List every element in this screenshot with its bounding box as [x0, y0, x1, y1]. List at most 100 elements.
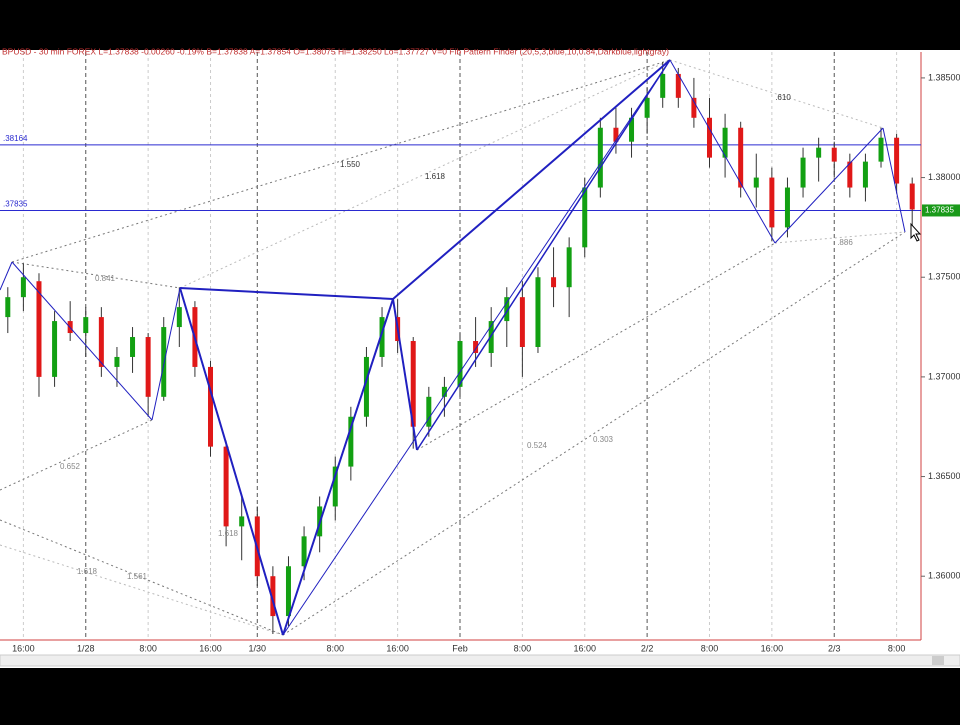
pattern-leg	[0, 261, 13, 291]
candle-body	[847, 161, 853, 188]
pattern-leg	[282, 298, 394, 636]
x-tick-label: 2/2	[641, 643, 654, 653]
candle-body	[691, 97, 697, 118]
x-tick-label: 8:00	[139, 643, 157, 653]
candle-body	[441, 386, 447, 397]
y-tick-label: 1.38500	[928, 72, 960, 82]
chart-panel	[0, 50, 960, 668]
scrollbar[interactable]	[0, 654, 960, 667]
candle-body	[660, 73, 666, 98]
candle-body	[878, 137, 884, 162]
candle-body	[332, 466, 338, 507]
candle-body	[706, 117, 712, 158]
dotted-line	[416, 242, 776, 451]
candle-body	[98, 317, 104, 367]
dotted-line	[282, 231, 906, 636]
candle-body	[285, 566, 291, 617]
y-tick-label: 1.38000	[928, 172, 960, 182]
x-tick-label: 8:00	[326, 643, 344, 653]
ratio-label: .886	[837, 238, 853, 247]
candle-body	[426, 396, 432, 427]
y-tick-label: 1.37500	[928, 272, 960, 282]
ratio-label: 1.618	[77, 567, 98, 576]
candle-body	[800, 157, 806, 188]
level-label: .37835	[3, 200, 28, 209]
pattern-leg	[11, 261, 153, 421]
chart-header: BPUSD - 30 min FOREX L=1.37838 -0.00260 …	[2, 46, 669, 56]
candle-body	[270, 576, 276, 617]
x-tick-label: 16:00	[573, 643, 596, 653]
ratio-label: 1.561	[127, 572, 148, 581]
level-label: .38164	[3, 134, 28, 143]
candle-body	[613, 127, 619, 142]
pattern-leg	[151, 287, 181, 421]
dotted-line	[179, 59, 671, 289]
candle-body	[582, 187, 588, 248]
candle-body	[675, 73, 681, 98]
candle-body	[363, 356, 369, 417]
candle-body	[457, 341, 463, 387]
candle-body	[862, 161, 868, 188]
candle-body	[784, 187, 790, 228]
pattern-leg	[179, 287, 394, 300]
candle-body	[130, 337, 136, 357]
mouse-cursor	[910, 222, 922, 242]
candle-body	[551, 277, 557, 288]
x-tick-label: 16:00	[386, 643, 409, 653]
pattern-leg	[392, 59, 671, 300]
candle-body	[410, 341, 416, 427]
candle-body	[114, 356, 120, 367]
x-tick-label: Feb	[452, 643, 468, 653]
x-tick-label: 8:00	[514, 643, 532, 653]
pattern-leg	[774, 127, 884, 244]
y-tick-label: 1.37000	[928, 371, 960, 381]
candle-body	[52, 321, 58, 377]
candle-body	[831, 147, 837, 162]
candle-body	[535, 277, 541, 347]
dotted-line	[0, 519, 284, 636]
candle-body	[145, 337, 151, 397]
candle-body	[83, 317, 89, 334]
candle-body	[223, 446, 229, 527]
x-tick-label: 8:00	[701, 643, 719, 653]
candle-body	[5, 297, 11, 318]
candle-body	[519, 297, 525, 347]
candle-body	[208, 366, 214, 447]
pattern-leg	[179, 287, 284, 636]
candle-body	[644, 97, 650, 118]
x-tick-label: 16:00	[12, 643, 35, 653]
candle-body	[301, 536, 307, 567]
ratio-label: 0.652	[60, 462, 81, 471]
x-tick-label: 1/28	[77, 643, 95, 653]
candles	[5, 61, 915, 635]
y-tick-label: 1.36500	[928, 471, 960, 481]
candle-body	[722, 127, 728, 158]
dotted-line	[669, 59, 884, 129]
x-tick-label: 16:00	[761, 643, 784, 653]
pattern-leg	[416, 59, 671, 451]
ratio-label: .610	[775, 93, 791, 102]
ratio-label: 0.303	[593, 435, 614, 444]
candle-body	[894, 137, 900, 184]
candle-body	[239, 516, 245, 527]
ratio-labels: 1.618 1.550 0.841 .610 .886 0.524 0.303 1.618 1.…	[60, 93, 853, 581]
x-tick-label: 16:00	[199, 643, 222, 653]
axes: 1.36000 1.36500 1.37000 1.37500 1.38000 1.385…	[12, 72, 960, 653]
candle-body	[176, 307, 182, 328]
candle-body	[504, 297, 510, 322]
candle-body	[597, 127, 603, 188]
ratio-label: 1.550	[340, 160, 361, 169]
pattern-leg	[882, 127, 906, 233]
candle-body	[753, 177, 759, 188]
price-levels: .38164 .37835	[0, 134, 921, 211]
x-tick-label: 2/3	[828, 643, 841, 653]
scroll-thumb[interactable]	[932, 656, 944, 665]
candle-body	[488, 321, 494, 353]
x-tick-label: 8:00	[888, 643, 906, 653]
candle-body	[36, 281, 42, 377]
candle-body	[348, 416, 354, 467]
candle-body	[909, 183, 915, 210]
candle-body	[769, 177, 775, 228]
pattern-leg	[282, 59, 671, 636]
